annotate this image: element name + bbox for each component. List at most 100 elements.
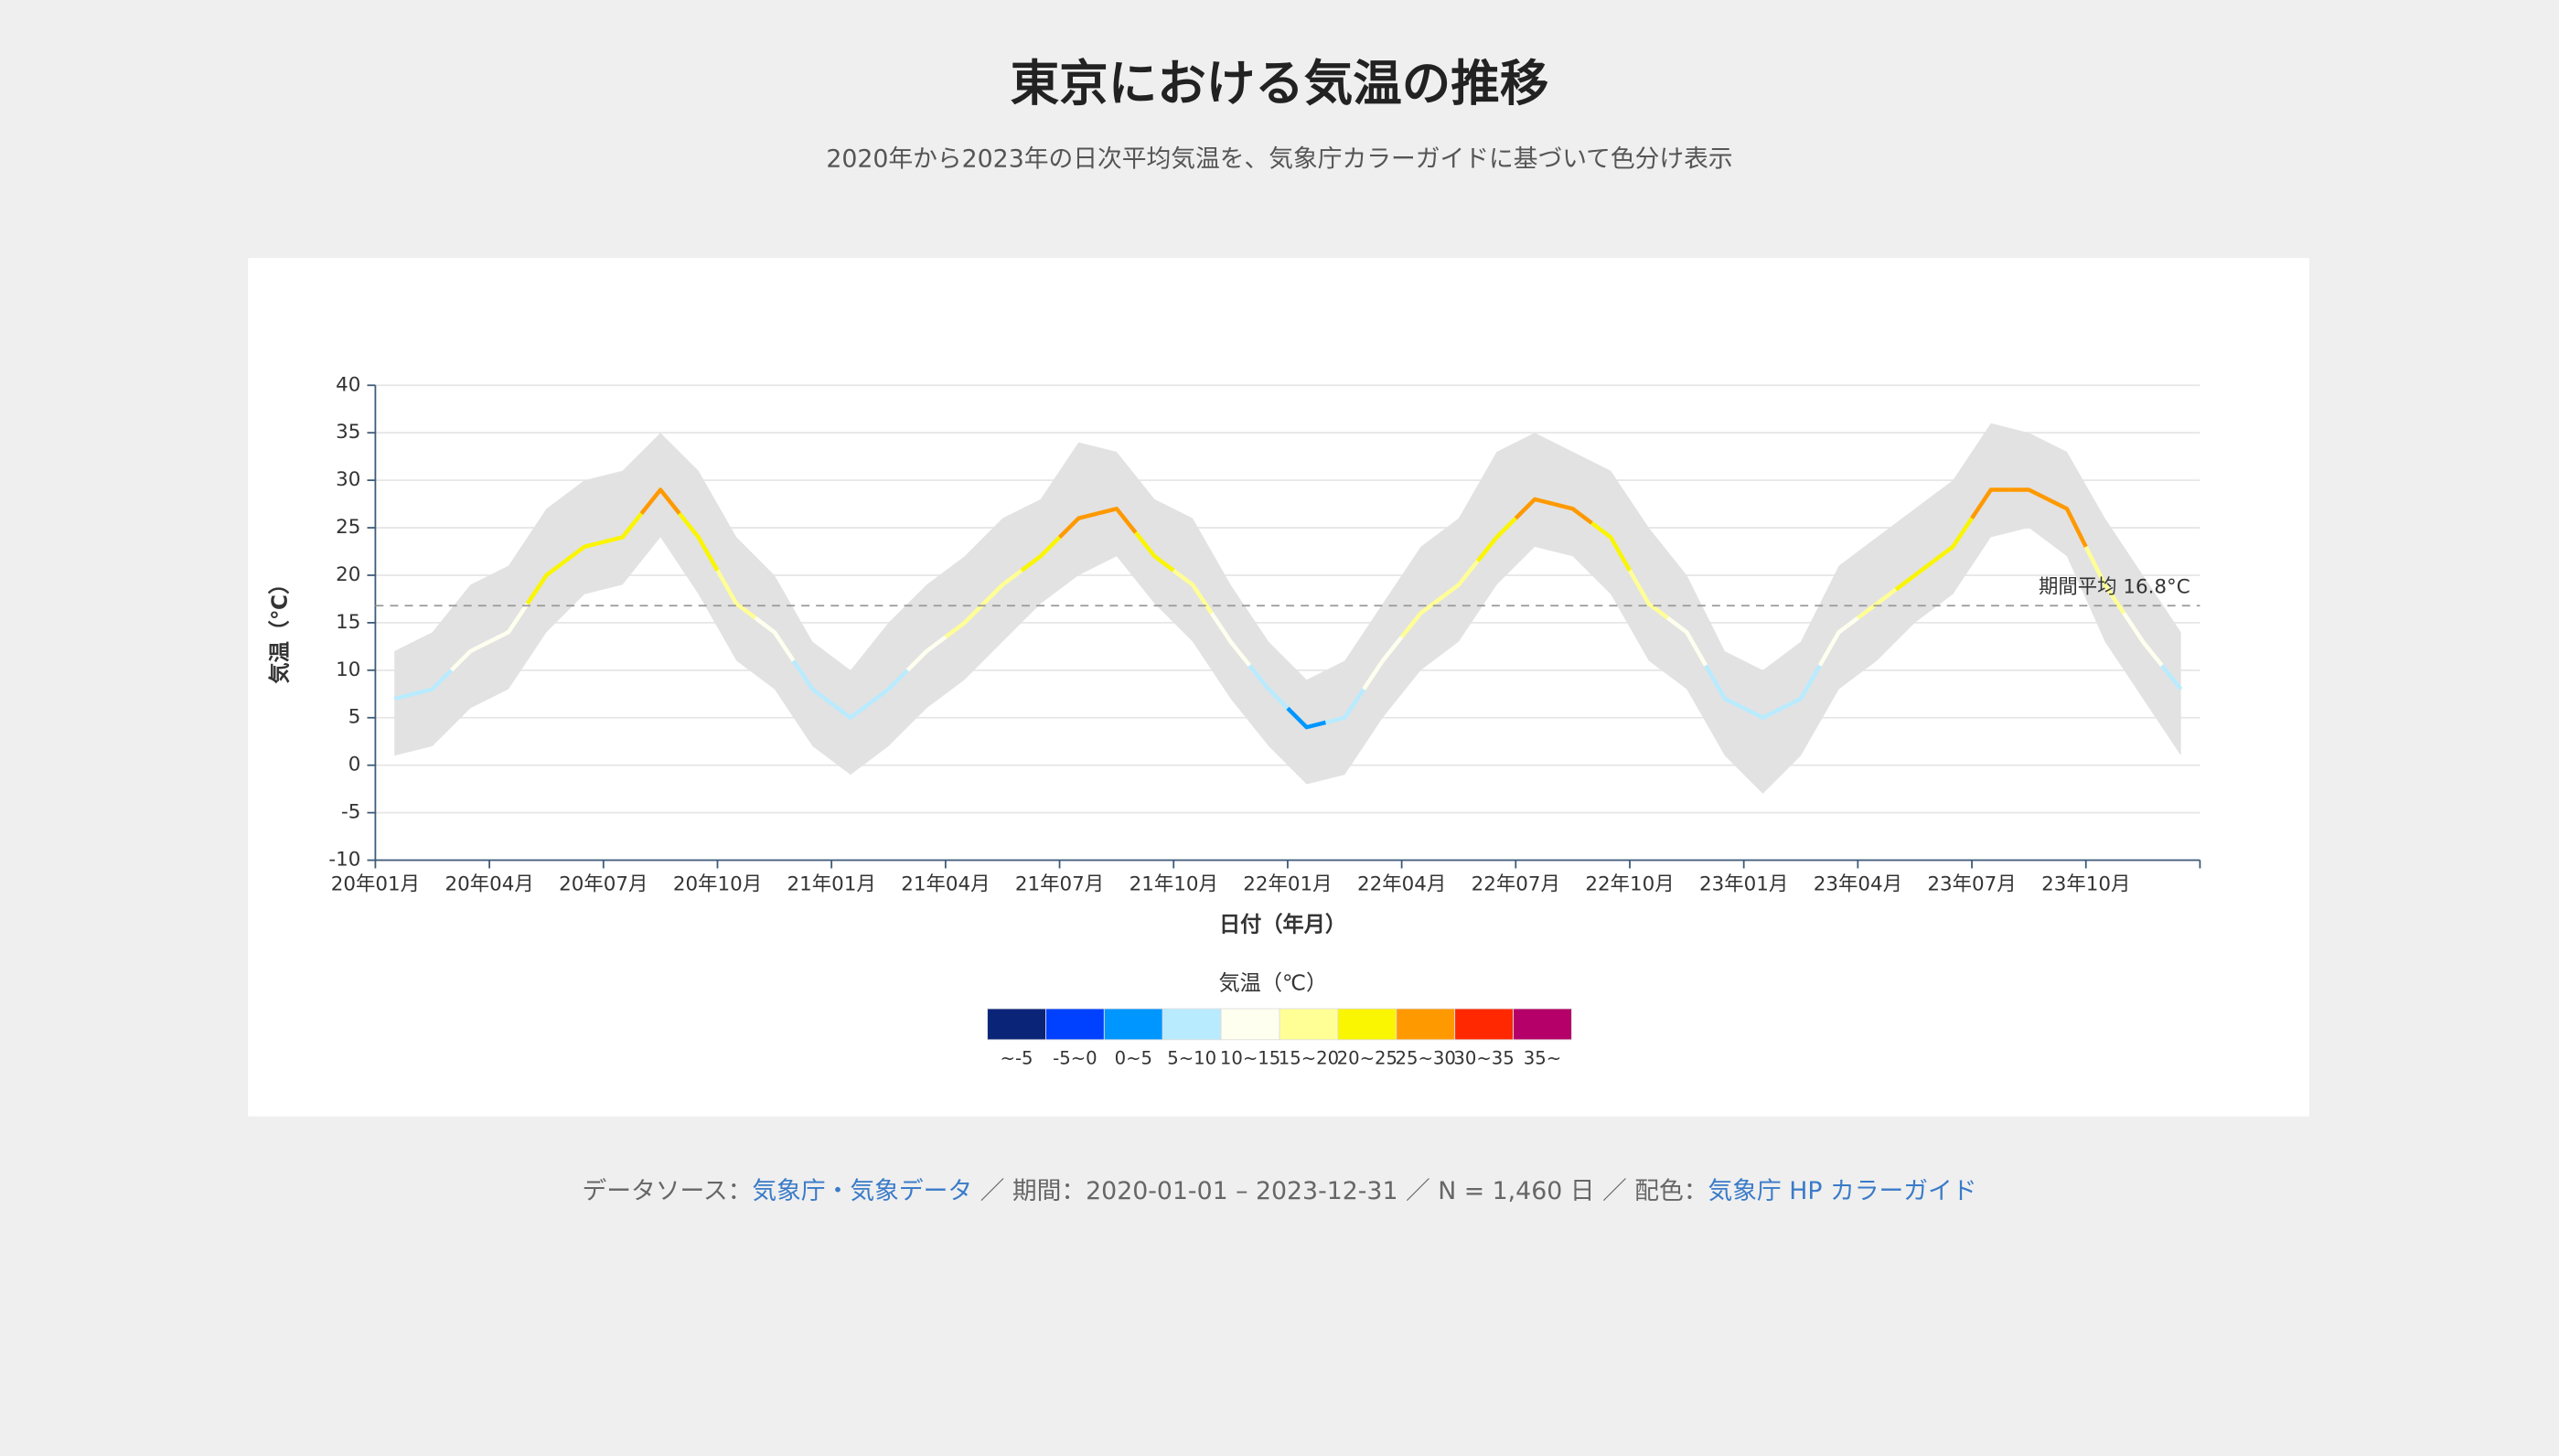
legend-label: 20~25 [1337, 1048, 1397, 1069]
legend-swatch [1162, 1008, 1222, 1041]
y-tick-label: 30 [336, 468, 360, 491]
temperature-line [1970, 487, 2010, 519]
y-tick-label: -5 [341, 801, 360, 824]
temperature-line [563, 540, 605, 563]
temperature-line [678, 512, 720, 572]
temperature-line [1894, 559, 1935, 592]
temperature-line [1097, 507, 1138, 534]
mean-label: 期間平均 16.8°C [2039, 576, 2190, 599]
temperature-line [1742, 706, 1783, 720]
temperature-line [1817, 616, 1859, 667]
x-tick-label: 21年10月 [1130, 873, 1218, 895]
temperature-line [1475, 517, 1517, 562]
legend-label: 25~30 [1396, 1048, 1456, 1069]
temperature-line [905, 635, 948, 672]
temperature-line [715, 569, 757, 620]
x-tick-label: 21年01月 [787, 873, 876, 895]
x-axis-title: 日付（年月） [1219, 912, 1346, 937]
temperature-line [1133, 530, 1175, 573]
temperature-line [1209, 612, 1252, 668]
legend-label: 0~5 [1115, 1048, 1152, 1069]
y-tick-label: 35 [336, 421, 360, 444]
temperature-line [1057, 511, 1098, 540]
x-tick-label: 22年10月 [1585, 873, 1674, 895]
x-tick-label: 21年04月 [901, 873, 990, 895]
legend-swatch [1279, 1008, 1339, 1041]
x-tick-label: 23年07月 [1927, 873, 2016, 895]
temperature-line [830, 701, 872, 720]
temperature-line [1781, 664, 1822, 711]
y-tick-label: -10 [328, 849, 360, 872]
temperature-line [1362, 636, 1404, 691]
temperature-line [1553, 501, 1593, 525]
temperature-line [603, 512, 644, 544]
legend-label: ~-5 [1001, 1048, 1033, 1069]
x-tick-label: 20年10月 [673, 873, 762, 895]
legend-label: 30~35 [1453, 1048, 1514, 1069]
y-tick-label: 20 [336, 563, 360, 586]
x-tick-label: 22年01月 [1243, 873, 1332, 895]
temperature-line [2122, 612, 2164, 668]
temperature-line [449, 639, 491, 672]
temperature-line [1324, 688, 1365, 725]
temperature-line [1514, 497, 1555, 520]
temperature-line [639, 487, 681, 515]
temperature-line [1438, 560, 1480, 601]
temperature-line [1628, 569, 1669, 620]
temperature-line [1590, 521, 1632, 572]
legend-swatch [1513, 1008, 1572, 1041]
temperature-line [754, 616, 796, 662]
footer-link[interactable]: 気象庁 HP カラーガイド [1708, 1176, 1977, 1204]
temperature-line [2009, 487, 2050, 501]
x-tick-label: 20年04月 [444, 873, 533, 895]
temperature-line [488, 602, 530, 644]
x-tick-label: 23年10月 [2041, 873, 2130, 895]
temperature-line [1172, 568, 1214, 615]
temperature-line [1247, 664, 1290, 710]
y-tick-label: 5 [348, 706, 361, 729]
legend-swatch [1103, 1008, 1163, 1041]
chart-title: 東京における気温の推移 [1011, 54, 1549, 112]
y-tick-label: 40 [336, 373, 360, 396]
x-tick-label: 20年01月 [331, 873, 420, 895]
x-tick-label: 21年07月 [1015, 873, 1104, 895]
temperature-line [1857, 587, 1898, 620]
temperature-line [1666, 616, 1708, 667]
temperature-line [791, 659, 833, 705]
x-tick-label: 20年07月 [559, 873, 648, 895]
footer: データソース：気象庁・気象データ ／ 期間：2020-01-01 – 2023-… [582, 1176, 1976, 1204]
legend-title: 気温（℃） [1218, 971, 1327, 996]
temperature-line [2047, 497, 2088, 548]
legend-label: 5~10 [1167, 1048, 1216, 1069]
legend-swatch [1454, 1008, 1514, 1041]
legend-swatch [1220, 1008, 1280, 1041]
temperature-line [944, 602, 985, 639]
y-tick-label: 10 [336, 658, 360, 681]
legend-swatch [1045, 1008, 1105, 1041]
legend-swatch [1337, 1008, 1397, 1041]
y-axis-title: 気温（℃） [267, 573, 292, 684]
x-tick-label: 23年01月 [1699, 873, 1788, 895]
temperature-line [1933, 517, 1974, 563]
temperature-line [525, 559, 567, 605]
temperature-line [412, 669, 454, 696]
chart-subtitle: 2020年から2023年の日次平均気温を、気象庁カラーガイドに基づいて色分け表示 [826, 145, 1732, 174]
footer-link[interactable]: 気象庁・気象データ [752, 1176, 972, 1204]
legend-label: 10~15 [1220, 1048, 1280, 1069]
legend-label: 35~ [1524, 1048, 1561, 1069]
range-band [394, 423, 2181, 794]
x-tick-label: 22年07月 [1472, 873, 1560, 895]
x-tick-label: 22年04月 [1357, 873, 1446, 895]
footer-text: ／ 期間：2020-01-01 – 2023-12-31 ／ N = 1,460… [972, 1176, 1708, 1204]
temperature-line [868, 669, 909, 705]
temperature-line [1286, 706, 1327, 730]
x-tick-label: 23年04月 [1814, 873, 1902, 895]
temperature-line [2083, 545, 2126, 615]
legend-label: -5~0 [1053, 1048, 1097, 1069]
legend-swatch [1396, 1008, 1456, 1041]
footer-text: データソース： [582, 1176, 752, 1204]
temperature-line [1704, 664, 1745, 711]
legend-label: 15~20 [1279, 1048, 1339, 1069]
